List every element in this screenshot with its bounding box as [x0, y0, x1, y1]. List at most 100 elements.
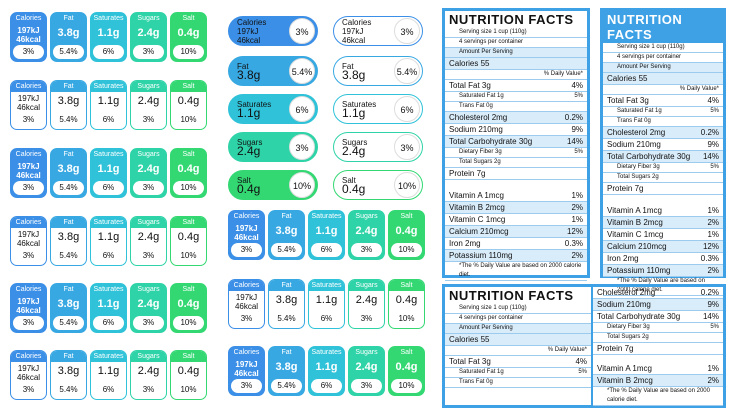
pill-name: Fat: [342, 62, 354, 71]
nf-row: Total Sugars 2g: [593, 333, 723, 343]
nf-row: Total Carbohydrate 30g 14%: [445, 136, 587, 148]
nutrient-cell: Calories 197kJ 46kcal 3%: [10, 350, 47, 400]
pill-label: Fat 3.8g: [229, 62, 289, 82]
pill-name: Fat: [237, 62, 249, 71]
nf-vit-label: Vitamin A 1mcg: [607, 206, 662, 215]
nutrient-cell: Fat 3.8g 5.4%: [50, 216, 87, 266]
nf-vit-pct: 1%: [707, 230, 719, 239]
calorie-kcal: 46kcal: [234, 233, 259, 242]
nutrient-header: Calories: [11, 351, 46, 362]
nutrient-header: Saturates: [91, 81, 126, 92]
nf-vit-label: Calcium 210mcg: [449, 227, 509, 236]
nutrient-cell: Calories 197kJ 46kcal 3%: [10, 216, 47, 266]
calorie-kcal: 46kcal: [16, 103, 41, 112]
nf-vitamin-row: Vitamin B 2mcg 2%: [445, 202, 587, 214]
pill-name: Sugars: [342, 138, 368, 147]
nutrient-cell: Fat 3.8g 5.4%: [268, 346, 305, 396]
nf-row-label: Protein 7g: [597, 344, 634, 353]
nutrient-cell: Calories 197kJ 46kcal 3%: [10, 148, 47, 198]
nf-row-pct: 14%: [702, 312, 719, 321]
nf-row-label: Trans Fat 0g: [459, 379, 493, 385]
nf-row: Total Fat 3g 4%: [445, 356, 591, 368]
nutrient-header: Calories: [229, 211, 264, 222]
percent-value: 5.4%: [53, 181, 84, 195]
nutrient-cell: Sugars 2.4g 3%: [348, 210, 385, 260]
nutrient-header: Saturates: [91, 217, 126, 228]
nutrient-header: Sugars: [131, 284, 166, 295]
nf-vitamin-row: Iron 2mg 0.3%: [445, 238, 587, 250]
nf-vit-pct: 1%: [571, 191, 583, 200]
nutrient-row: Calories 197kJ 46kcal 3% Fat 3.8g 5.4% Saturate…: [10, 148, 207, 198]
nutrient-cell: Saturates 1.1g 6%: [308, 279, 345, 329]
percent-value: 3%: [13, 383, 44, 397]
nutrient-pill: Salt 0.4g 10%: [228, 170, 318, 200]
nutrient-cell: Fat 3.8g 5.4%: [50, 350, 87, 400]
nf-vit-pct: 1%: [707, 206, 719, 215]
nutrient-cell: Calories 197kJ 46kcal 3%: [10, 12, 47, 62]
pill-value: 2.4g: [237, 144, 261, 158]
pill-percent: 5.4%: [289, 58, 315, 84]
nf-vit-label: Potassium 110mg: [449, 251, 513, 260]
nutrient-header: Calories: [229, 280, 264, 291]
nf-footnote: *The % Daily Value are based on 2000 cal…: [603, 277, 723, 296]
nf-row: Total Carbohydrate 30g 14%: [603, 151, 723, 163]
nf-gap: [603, 195, 723, 205]
nutrient-cell: Saturates 1.1g 6%: [90, 283, 127, 333]
pill-value: 2.4g: [342, 144, 366, 158]
nutrient-cell: Saturates 1.1g 6%: [90, 12, 127, 62]
nutrient-header: Saturates: [309, 347, 344, 358]
nutrient-header: Calories: [11, 13, 46, 24]
percent-value: 6%: [311, 312, 342, 326]
nutrient-header: Salt: [389, 211, 424, 222]
nutrient-value: 3.8g: [275, 225, 298, 237]
nutrient-value: 3.8g: [57, 27, 80, 39]
nutrient-row: Calories 197kJ 46kcal 3% Fat 3.8g 5.4% Saturate…: [228, 279, 425, 329]
nutrient-pill: Sugars 2.4g 3%: [228, 132, 318, 162]
nf-row-pct: 14%: [702, 152, 719, 161]
nutrient-pill: Sugars 2.4g 3%: [333, 132, 423, 162]
nutrient-header: Sugars: [349, 211, 384, 222]
nf-row-label: Dietary Fiber 3g: [607, 324, 650, 330]
pill-value: 3.8g: [237, 68, 261, 82]
percent-value: 6%: [93, 181, 124, 195]
calorie-kj: 197kJ: [17, 26, 40, 35]
nf-vit-pct: 2%: [571, 203, 583, 212]
pill-percent: 6%: [394, 96, 420, 122]
pill-percent: 6%: [289, 96, 315, 122]
nf-row: Trans Fat 0g: [445, 102, 587, 112]
nutrient-cell: Saturates 1.1g 6%: [90, 80, 127, 130]
nutrient-pill: Saturates 1.1g 6%: [333, 94, 423, 124]
pill-percent: 3%: [289, 18, 315, 44]
nf-row-pct: 9%: [707, 140, 719, 149]
nutrient-header: Salt: [389, 280, 424, 291]
nf-vit-pct: 1%: [571, 215, 583, 224]
nf-row-pct: 4%: [571, 81, 583, 90]
calorie-kcal: 46kcal: [16, 306, 41, 315]
nutrient-cell: Fat 3.8g 5.4%: [50, 148, 87, 198]
nutrient-row: Calories 197kJ 46kcal 3% Fat 3.8g 5.4% Saturate…: [10, 216, 207, 266]
nf-row: Saturated Fat 1g 5%: [603, 107, 723, 117]
nutrient-row: Calories 197kJ 46kcal 3% Fat 3.8g 5.4% Saturate…: [10, 80, 207, 130]
nutrient-row: Calories 197kJ 46kcal 3% Fat 3.8g 5.4% Saturate…: [228, 346, 425, 396]
nf-gap: [593, 355, 723, 363]
nf-servings: 4 servings per container: [445, 38, 587, 48]
nf-row: Sodium 210mg 9%: [593, 299, 723, 311]
percent-value: 10%: [173, 45, 204, 59]
nf-vitamin-row: Potassium 110mg 2%: [445, 250, 587, 262]
nutrient-header: Calories: [11, 81, 46, 92]
nf-row-label: Sodium 210mg: [607, 140, 661, 149]
percent-value: 6%: [93, 45, 124, 59]
nutrient-value: 2.4g: [355, 361, 378, 373]
pill-percent: 3%: [394, 134, 420, 160]
nf-row-pct: 0.2%: [564, 113, 583, 122]
pill-value: 3.8g: [342, 68, 366, 82]
nutrient-header: Salt: [171, 284, 206, 295]
nutrient-cell: Saturates 1.1g 6%: [90, 216, 127, 266]
nf-row-label: Saturated Fat 1g: [459, 369, 504, 375]
pill-value: 1.1g: [237, 106, 261, 120]
nf-amount: Amount Per Serving: [445, 324, 591, 334]
nutrient-header: Sugars: [131, 217, 166, 228]
nf-serving: Serving size 1 cup (110g): [603, 43, 723, 53]
nf-row-label: Total Carbohydrate 30g: [607, 152, 691, 161]
